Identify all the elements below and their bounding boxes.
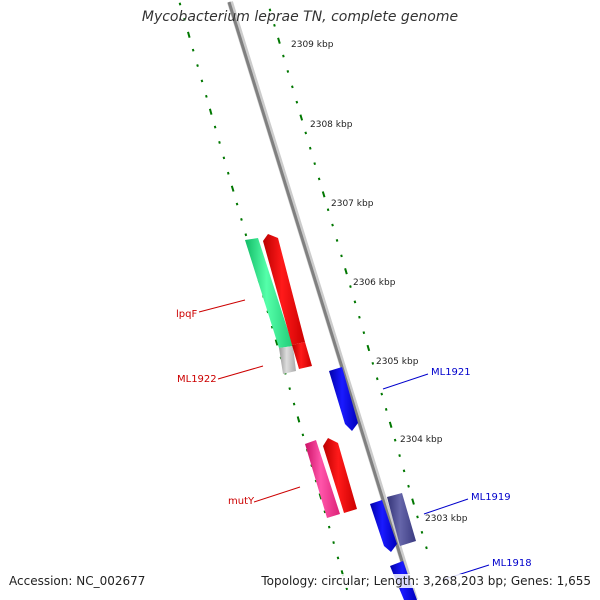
gc-tick (317, 177, 321, 181)
gene-mutY-cog[interactable] (305, 440, 340, 518)
leader-line-lpqF (198, 299, 246, 313)
backbone-line-core (227, 1, 416, 600)
gc-tick (425, 546, 428, 550)
gene-label-lpqF[interactable]: lpqF (176, 309, 197, 320)
gc-tick (384, 408, 388, 411)
gc-tick (402, 469, 406, 473)
gc-tick (331, 223, 334, 227)
gc-tick (205, 94, 208, 98)
gc-tick (282, 54, 285, 58)
gene-label-ML1919[interactable]: ML1919 (471, 492, 511, 503)
gc-tick (344, 268, 348, 275)
gc-tick (226, 171, 230, 175)
gc-tick (196, 64, 199, 67)
gene-ML1922-cog[interactable] (279, 346, 296, 374)
gc-tick (301, 433, 305, 437)
gc-tick (277, 37, 281, 44)
gc-ticks-outer (268, 8, 428, 550)
gc-tick (313, 162, 316, 166)
gc-tick (380, 392, 384, 396)
gc-tick (349, 285, 352, 288)
ruler: 2309 kbp 2308 kbp 2307 kbp 2306 kbp 2305… (291, 40, 468, 524)
gc-tick (398, 454, 401, 457)
gc-tick (291, 85, 294, 89)
ruler-label: 2307 kbp (331, 199, 374, 209)
gc-tick (270, 325, 274, 329)
gc-tick (286, 70, 290, 73)
gene-ML1919-arrow[interactable] (370, 500, 397, 552)
gc-tick (244, 233, 248, 237)
gc-tick (218, 141, 221, 144)
gc-tick (332, 541, 335, 544)
gc-tick (273, 23, 276, 27)
gc-tick (416, 515, 419, 519)
ruler-label: 2306 kbp (353, 278, 396, 288)
gc-tick (323, 510, 327, 514)
gc-tick (187, 31, 191, 38)
gc-tick (318, 493, 323, 500)
gc-tick (222, 156, 226, 160)
ruler-label: 2308 kbp (310, 120, 353, 130)
gc-tick (366, 344, 371, 352)
gc-tick (288, 387, 291, 391)
gene-lpqF-arrow[interactable] (263, 234, 305, 345)
genome-summary-text: Topology: circular; Length: 3,268,203 bp… (261, 574, 591, 588)
gene-label-ML1918[interactable]: ML1918 (492, 558, 532, 569)
gene-ML1919-cog[interactable] (387, 493, 416, 546)
gc-tick (362, 331, 366, 335)
gc-tick (420, 530, 424, 534)
accession-text: Accession: NC_002677 (9, 574, 146, 588)
gc-tick (299, 114, 304, 121)
ruler-label: 2303 kbp (425, 514, 468, 524)
gc-tick (274, 339, 279, 346)
gene-mutY-arrow[interactable] (323, 438, 357, 513)
gc-tick (375, 377, 379, 381)
leader-line-ML1922 (217, 365, 264, 380)
gc-tick (407, 484, 410, 488)
gc-tick (371, 361, 375, 365)
gc-tick (296, 416, 301, 423)
gc-tick (208, 108, 213, 115)
gc-tick (213, 125, 217, 129)
gene-ML1921-arrow[interactable] (329, 367, 358, 431)
gc-tick (230, 185, 235, 192)
gene-label-ML1922[interactable]: ML1922 (177, 374, 217, 385)
gc-tick (304, 131, 308, 135)
gc-tick (191, 48, 195, 52)
gc-tick (240, 218, 243, 221)
gc-tick (178, 2, 182, 6)
map-title: Mycobacterium leprae TN, complete genome (141, 9, 459, 25)
gene-label-mutY[interactable]: mutY (228, 496, 255, 507)
gc-tick (292, 402, 296, 406)
gc-tick (358, 315, 361, 319)
leader-line-ML1921 (382, 373, 429, 390)
gc-tick (268, 8, 272, 12)
gc-tick (388, 421, 393, 428)
gc-tick (321, 191, 326, 198)
gc-tick (295, 100, 299, 104)
ruler-label: 2309 kbp (291, 40, 334, 50)
gc-tick (393, 438, 397, 442)
gene-ML1922-arrow[interactable] (292, 342, 312, 369)
gc-tick (308, 146, 312, 150)
gc-tick (327, 525, 331, 529)
gc-tick (235, 202, 239, 206)
leader-line-mutY (253, 486, 301, 503)
gc-tick (353, 300, 357, 304)
gene-label-ML1921[interactable]: ML1921 (431, 367, 471, 378)
gc-tick (411, 498, 415, 505)
gc-tick (183, 17, 186, 21)
gene-lpqF-cog[interactable] (245, 238, 293, 348)
ruler-label: 2304 kbp (400, 435, 443, 445)
gc-tick (335, 239, 339, 242)
gc-tick (336, 556, 340, 560)
gc-tick (340, 254, 343, 258)
gc-tick (200, 79, 204, 83)
gc-tick (326, 208, 330, 212)
ruler-label: 2305 kbp (376, 357, 419, 367)
leader-line-ML1919 (423, 498, 469, 515)
